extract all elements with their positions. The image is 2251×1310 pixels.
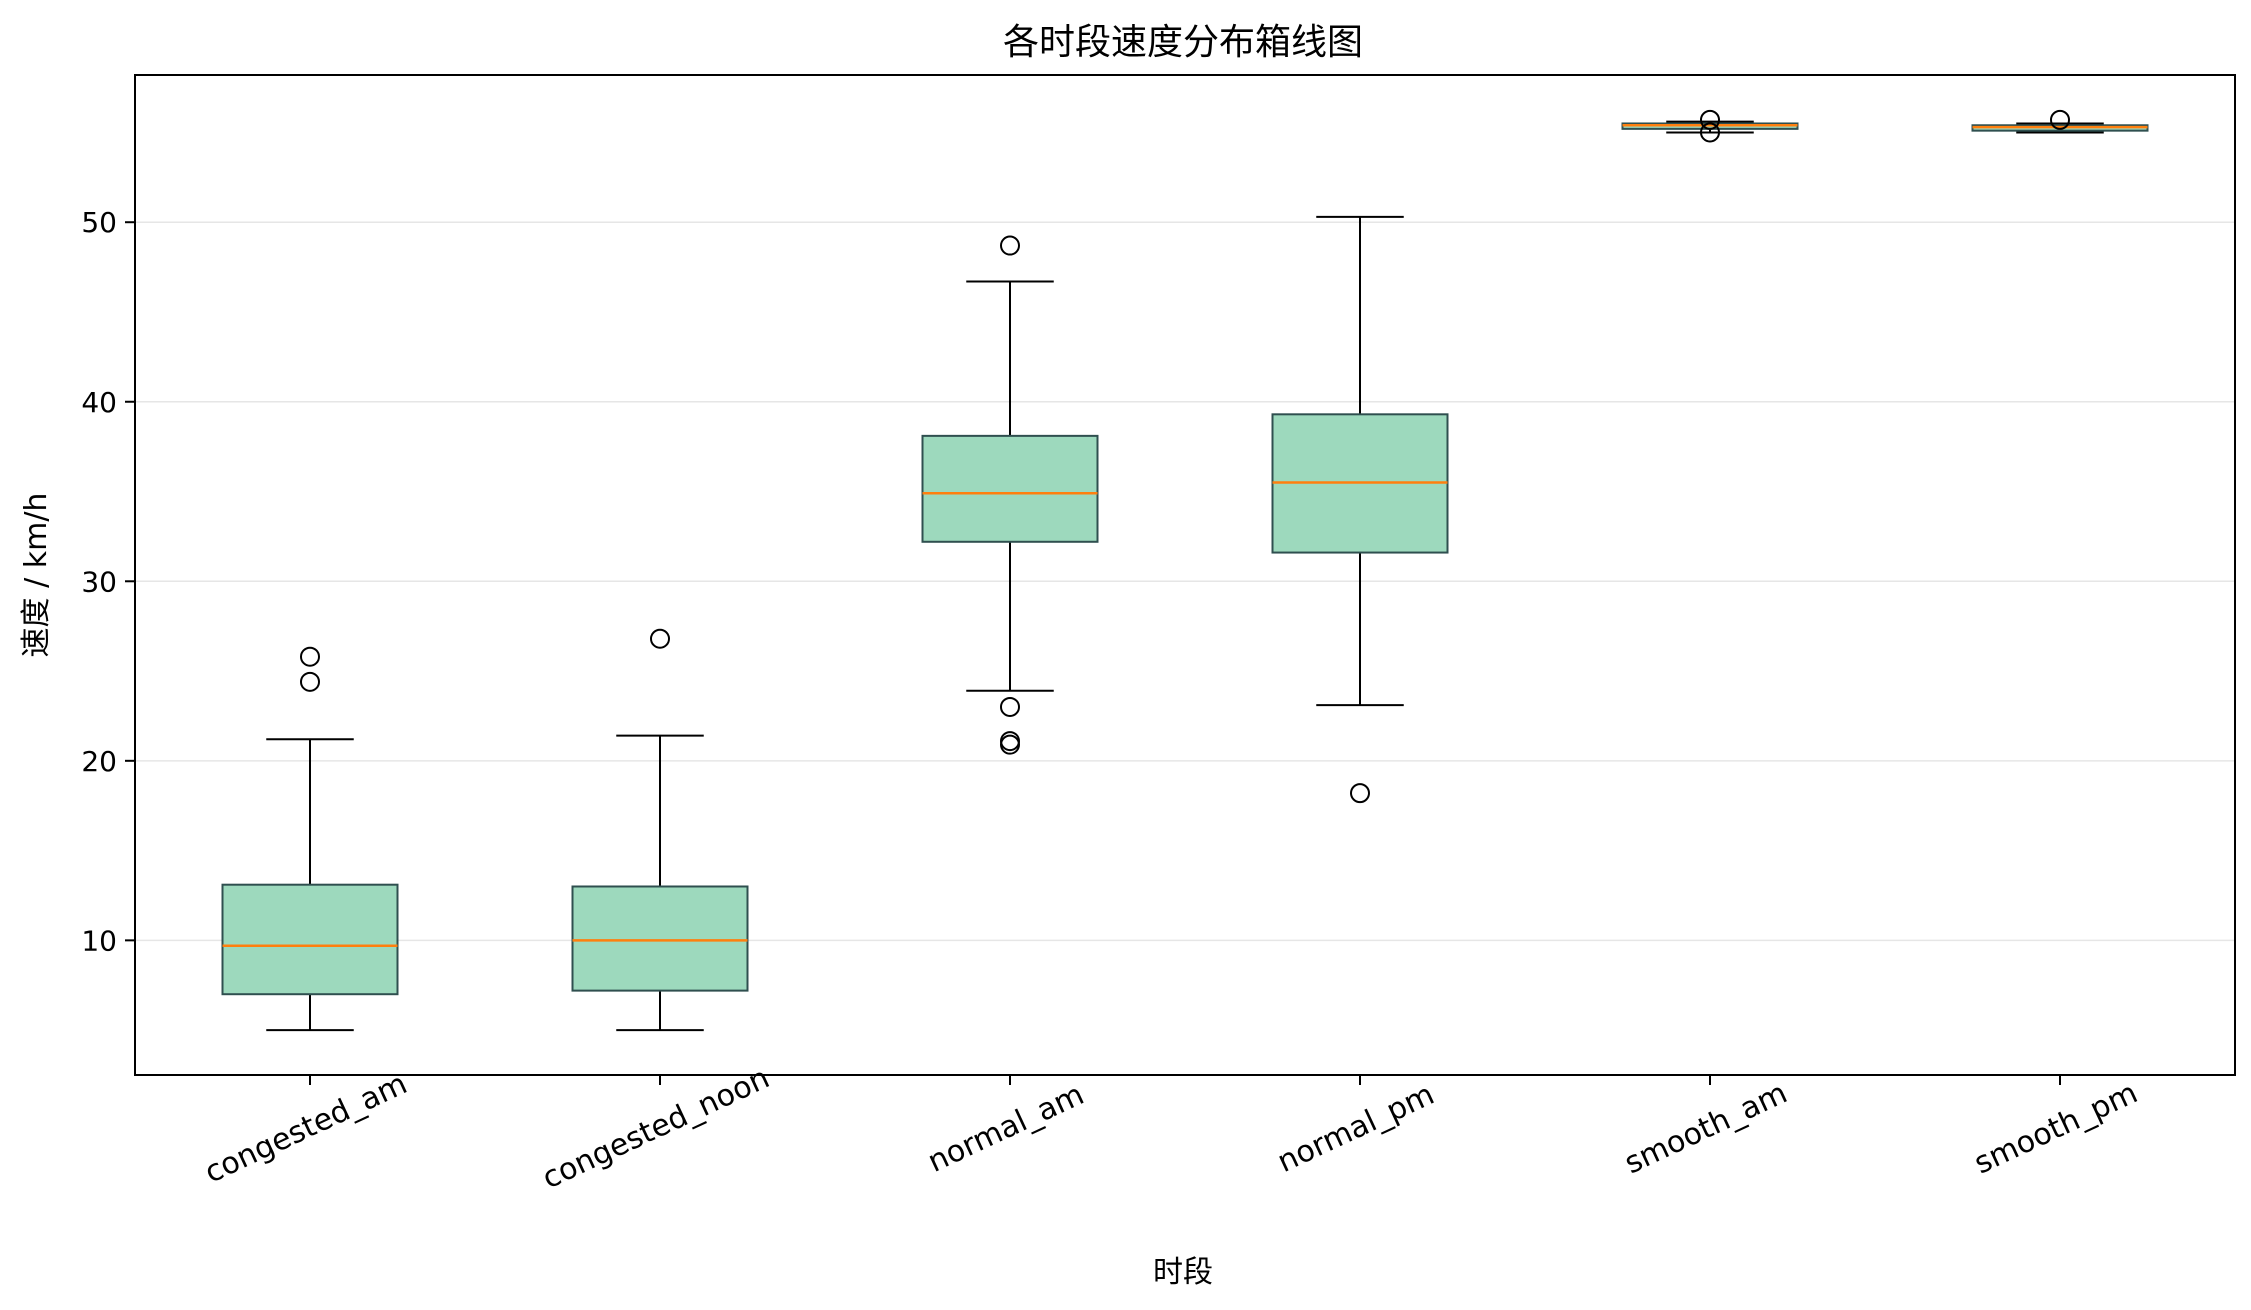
box-normal_pm (1271, 215, 1449, 804)
x-tick-label: congested_am (199, 1066, 412, 1190)
box-smooth_am (1621, 109, 1799, 143)
y-tick-label: 20 (81, 745, 117, 778)
iqr-box (921, 434, 1099, 543)
box-normal_am (921, 235, 1099, 755)
x-tick-label: smooth_am (1619, 1076, 1792, 1182)
x-axis-label: 时段 (1153, 1255, 1213, 1290)
x-axis: congested_am congested_noon normal_am norma… (199, 1061, 2143, 1197)
y-tick-label: 40 (81, 386, 117, 419)
chart-title: 各时段速度分布箱线图 (1003, 22, 1363, 63)
outlier-point (1000, 731, 1020, 752)
y-tick-label: 50 (81, 206, 117, 239)
outlier-point (300, 671, 320, 692)
x-tick-label: normal_am (923, 1077, 1090, 1180)
outlier-point (1700, 122, 1720, 143)
y-tick-label: 30 (81, 565, 117, 598)
outlier-point (1000, 235, 1020, 256)
box-congested_noon (571, 628, 749, 1032)
iqr-box (221, 883, 399, 996)
x-tick-label: normal_pm (1272, 1077, 1439, 1180)
iqr-box (571, 885, 749, 992)
y-tick-label: 10 (81, 924, 117, 957)
outlier-point (1700, 109, 1720, 130)
outlier-point (650, 628, 670, 649)
y-axis-label: 速度 / km/h (19, 493, 54, 658)
box-congested_am (221, 646, 399, 1032)
plot-area-frame (134, 74, 2236, 1076)
x-tick-label: smooth_pm (1969, 1075, 2143, 1181)
outlier-point (1350, 783, 1370, 804)
outlier-point (300, 646, 320, 667)
box-smooth_pm (1971, 109, 2149, 134)
grid-layer (135, 221, 2235, 942)
boxes-layer (221, 109, 2149, 1032)
outlier-point (1000, 696, 1020, 717)
outlier-point (2050, 109, 2070, 130)
x-tick-label: congested_noon (537, 1061, 775, 1197)
y-axis: 10 20 30 40 50 (81, 206, 135, 957)
